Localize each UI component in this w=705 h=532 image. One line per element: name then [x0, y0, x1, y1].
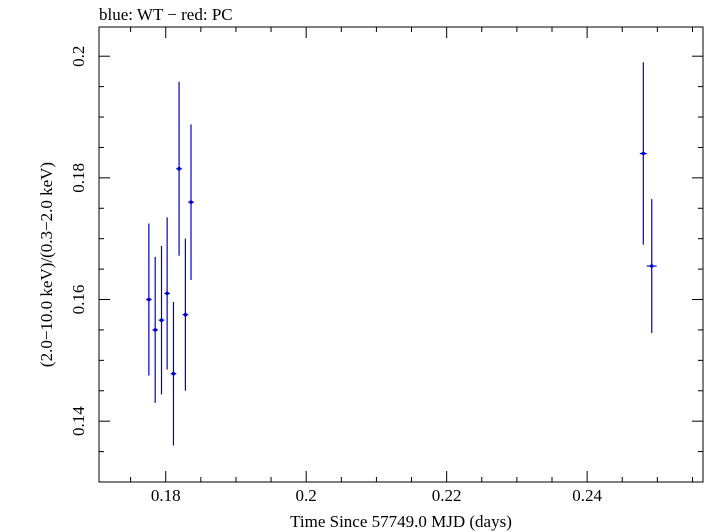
y-axis-label: (2.0−10.0 keV)/(0.3−2.0 keV) [37, 162, 56, 367]
y-tick-label: 0.18 [69, 163, 88, 193]
data-point [170, 301, 177, 446]
point-marker [147, 297, 151, 302]
data-point [639, 62, 647, 245]
point-marker [183, 312, 188, 317]
x-tick-label: 0.22 [432, 486, 462, 505]
data-point [152, 256, 158, 403]
data-point [146, 223, 152, 376]
point-marker [165, 291, 169, 296]
axis-ticks [99, 27, 703, 483]
y-tick-label: 0.2 [69, 46, 88, 67]
axis-tick-labels: 0.18 0.2 0.22 0.24 0.14 0.16 0.18 0.2 [69, 46, 602, 505]
data-points [146, 62, 657, 446]
chart-title: blue: WT − red: PC [99, 5, 233, 24]
data-point [182, 238, 189, 391]
y-tick-label: 0.14 [69, 406, 88, 436]
x-tick-label: 0.24 [572, 486, 602, 505]
y-tick-label: 0.16 [69, 285, 88, 315]
x-tick-label: 0.2 [296, 486, 317, 505]
point-marker [153, 328, 157, 332]
data-point [176, 81, 182, 256]
data-point [158, 245, 165, 395]
data-point [164, 217, 170, 370]
x-tick-label: 0.18 [151, 486, 181, 505]
point-marker [649, 264, 654, 268]
point-marker [641, 151, 646, 156]
plot-frame [98, 26, 704, 483]
point-marker [189, 200, 193, 204]
point-marker [171, 371, 176, 376]
point-marker [159, 318, 164, 322]
data-point [646, 199, 657, 333]
point-marker [177, 166, 181, 171]
x-axis-label: Time Since 57749.0 MJD (days) [290, 512, 512, 531]
data-point [188, 124, 194, 281]
